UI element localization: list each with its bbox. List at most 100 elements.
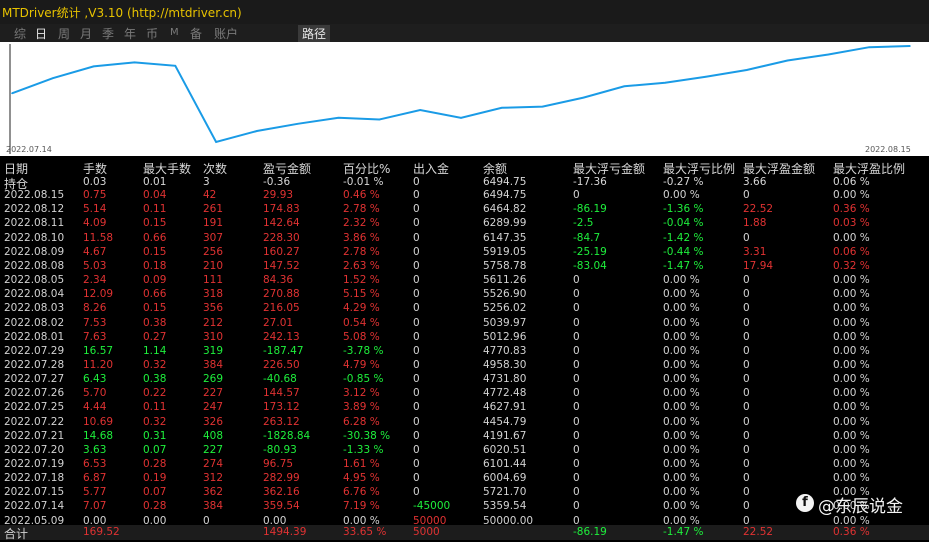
cell-max-lots: 0.31: [143, 429, 167, 442]
cell-max-lots: 1.14: [143, 344, 167, 357]
cell-max-float-profit-pct: 0.00 %: [833, 330, 870, 343]
cell-max-float-profit-pct: 0.06 %: [833, 176, 870, 188]
cell-lots: 5.70: [83, 387, 107, 400]
cell-count: 312: [203, 472, 224, 485]
cell-max-float-loss: 0: [573, 302, 580, 315]
cell-max-lots: 0.28: [143, 458, 167, 470]
tab-overview[interactable]: 综: [14, 27, 27, 41]
cell-max-float-loss: 0: [573, 189, 580, 202]
cell-max-float-loss: 0: [573, 373, 580, 386]
cell-count: 384: [203, 500, 224, 513]
cell-lots: 12.09: [83, 288, 114, 301]
cell-balance: 6147.35: [483, 231, 527, 244]
cell-max-float-profit: 0: [743, 302, 750, 315]
cell-profit: 96.75: [263, 458, 294, 470]
cell-balance: 4731.80: [483, 373, 527, 386]
cell-date: 2022.08.02: [4, 316, 65, 329]
cell-max-float-loss: 0: [573, 514, 580, 527]
header-date[interactable]: 日期: [4, 162, 29, 176]
tab-quarter[interactable]: 季: [102, 27, 115, 41]
cell-max-float-profit: 0: [743, 274, 750, 287]
table-row: 2022.07.19 6.53 0.28 274 96.75 1.61 % 0 6101.44…: [0, 458, 929, 472]
cell-balance: 6004.69: [483, 472, 527, 485]
header-profit[interactable]: 盈亏金额: [263, 162, 312, 176]
position-row: 持仓 0.03 0.01 3 -0.36 -0.01 % 0 6494.75 -17.36 -0.…: [0, 175, 929, 191]
tab-week[interactable]: 周: [58, 27, 71, 41]
header-max-lots[interactable]: 最大手数: [143, 162, 192, 176]
cell-profit: -80.93: [263, 443, 297, 456]
header-max-float-profit-pct[interactable]: 最大浮盈比例: [833, 162, 906, 176]
cell-max-float-loss-pct: 0.00 %: [663, 330, 700, 343]
cell-deposit: 0: [413, 344, 420, 357]
tab-note[interactable]: 备: [190, 27, 203, 41]
cell-count: 111: [203, 274, 224, 287]
cell-lots: 16.57: [83, 344, 114, 357]
cell-balance: 4191.67: [483, 429, 527, 442]
cell-lots: 5.03: [83, 259, 107, 272]
cell-max-float-loss: 0: [573, 330, 580, 343]
cell-deposit: 0: [413, 486, 420, 499]
cell-profit: 174.83: [263, 203, 300, 216]
chart-start-date: 2022.07.14: [6, 145, 52, 154]
cell-max-lots: 0.38: [143, 373, 167, 386]
balance-point: [419, 109, 422, 111]
cell-max-float-profit: 0: [743, 500, 750, 513]
balance-point: [52, 77, 54, 79]
cell-max-float-loss-pct: 0.00 %: [663, 415, 700, 428]
cell-lots: 4.67: [83, 245, 107, 258]
cell-lots: 7.07: [83, 500, 107, 513]
cell-deposit: 0: [413, 401, 420, 414]
tab-m[interactable]: M: [170, 27, 179, 38]
cell-balance: 4770.83: [483, 344, 527, 357]
tab-account[interactable]: 账户: [214, 27, 239, 41]
tab-year[interactable]: 年: [124, 27, 137, 41]
cell-max-float-loss-pct: 0.00 %: [663, 486, 700, 499]
header-balance[interactable]: 余额: [483, 162, 508, 176]
table-row: 2022.07.18 6.87 0.19 312 282.99 4.95 % 0 6004.6…: [0, 472, 929, 486]
cell-max-lots: 0.04: [143, 189, 167, 202]
cell-max-float-loss: 0: [573, 458, 580, 470]
header-count[interactable]: 次数: [203, 162, 228, 176]
balance-point: [868, 46, 870, 48]
cell-max-float-loss-pct: 0.00 %: [663, 316, 700, 329]
header-percent[interactable]: 百分比%: [343, 162, 391, 176]
cell-max-float-loss: -2.5: [573, 217, 594, 230]
cell-balance: 6020.51: [483, 443, 527, 456]
cell-deposit: 0: [413, 373, 420, 386]
cell-balance: 4958.30: [483, 358, 527, 371]
balance-point: [664, 82, 666, 84]
cell-count: 319: [203, 344, 224, 357]
cell-profit: 362.16: [263, 486, 300, 499]
cell-date: 2022.07.15: [4, 486, 65, 499]
tab-month[interactable]: 月: [80, 27, 93, 41]
cell-profit: 27.01: [263, 316, 294, 329]
header-deposit[interactable]: 出入金: [413, 162, 450, 176]
cell-max-float-profit-pct: 0.00 %: [833, 458, 870, 470]
cell-lots: 0.00: [83, 514, 107, 527]
tab-path[interactable]: 路径: [298, 25, 331, 42]
header-max-float-loss-pct[interactable]: 最大浮亏比例: [663, 162, 736, 176]
cell-date: 2022.08.11: [4, 217, 65, 230]
brand-logo-icon: f: [796, 494, 814, 512]
cell-date: 2022.08.09: [4, 245, 65, 258]
table-row: 2022.08.12 5.14 0.11 261 174.83 2.78 % 0 6464.8…: [0, 203, 929, 217]
balance-line: [11, 45, 911, 144]
balance-chart: 2022.07.14 2022.08.15: [0, 42, 929, 156]
cell-max-lots: 0.38: [143, 316, 167, 329]
cell-date: 2022.07.21: [4, 429, 65, 442]
header-max-float-loss[interactable]: 最大浮亏金额: [573, 162, 646, 176]
cell-deposit: 0: [413, 231, 420, 244]
tab-currency[interactable]: 币: [146, 27, 159, 41]
cell-lots: 3.63: [83, 443, 107, 456]
table-row: 2022.07.15 5.77 0.07 362 362.16 6.76 % 0 5721.7…: [0, 486, 929, 500]
cell-max-float-loss: -25.19: [573, 245, 607, 258]
tab-day[interactable]: 日: [35, 27, 48, 41]
cell-balance: 4772.48: [483, 387, 527, 400]
header-lots[interactable]: 手数: [83, 162, 108, 176]
cell-percent: 2.32 %: [343, 217, 380, 230]
cell-max-float-profit-pct: 0.00 %: [833, 443, 870, 456]
cell-lots: 11.58: [83, 231, 114, 244]
header-max-float-profit[interactable]: 最大浮盈金额: [743, 162, 816, 176]
cell-profit: 160.27: [263, 245, 300, 258]
cell-date: 2022.07.22: [4, 415, 65, 428]
